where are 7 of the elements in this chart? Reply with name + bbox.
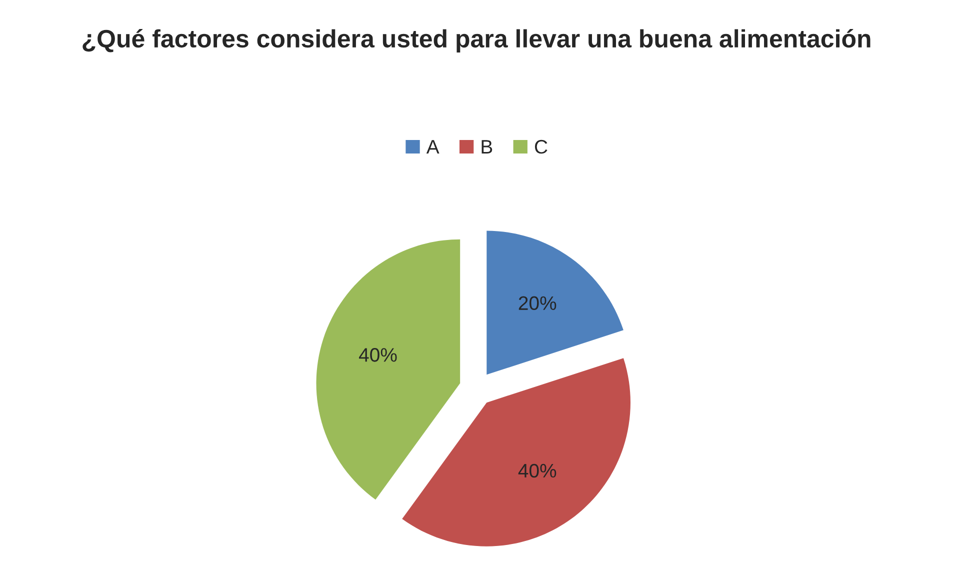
chart-title: ¿Qué factores considera usted para llevar una buena alimentación <box>82 29 870 53</box>
legend-label: C <box>534 140 548 154</box>
data-label: 40% <box>358 348 397 362</box>
data-label: 40% <box>518 464 556 478</box>
legend-label: B <box>482 140 492 154</box>
legend-label: A <box>426 140 440 154</box>
data-label: 20% <box>518 296 556 310</box>
